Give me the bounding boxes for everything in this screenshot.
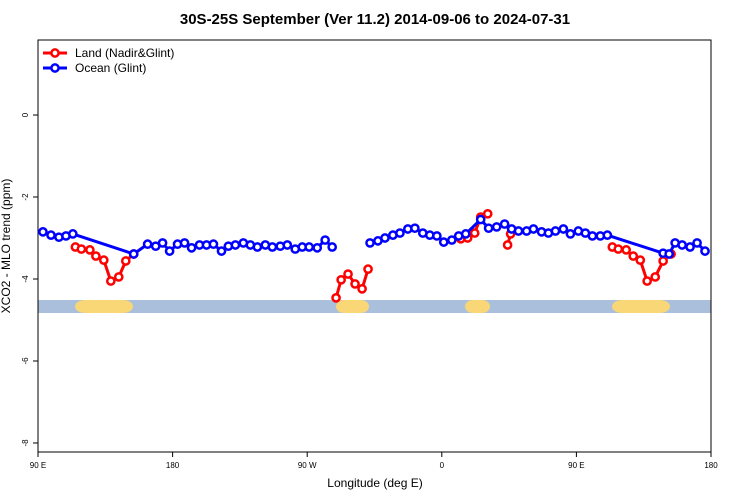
x-tick-label: 180 bbox=[704, 461, 718, 470]
data-point bbox=[499, 219, 510, 229]
ocean-strip bbox=[38, 300, 711, 313]
data-point bbox=[432, 231, 442, 241]
data-point bbox=[304, 242, 314, 252]
data-point bbox=[482, 208, 493, 219]
data-point bbox=[46, 230, 56, 240]
land-strip bbox=[75, 300, 133, 313]
data-point bbox=[142, 239, 153, 250]
data-point bbox=[438, 237, 449, 247]
data-point bbox=[446, 235, 457, 245]
data-point bbox=[157, 238, 168, 248]
data-point bbox=[76, 244, 87, 254]
data-point bbox=[128, 249, 139, 259]
legend-marker bbox=[50, 48, 60, 58]
data-point bbox=[282, 240, 293, 250]
y-tick-label: -8 bbox=[21, 439, 30, 447]
y-tick-label: -4 bbox=[21, 275, 30, 283]
data-point bbox=[331, 293, 341, 303]
x-tick-label: 90 E bbox=[568, 461, 584, 470]
data-point bbox=[336, 274, 346, 285]
x-axis-label: Longitude (deg E) bbox=[327, 476, 422, 490]
data-point bbox=[528, 224, 539, 234]
data-point bbox=[113, 272, 124, 282]
data-point bbox=[642, 276, 652, 286]
data-point bbox=[395, 228, 405, 238]
data-point bbox=[179, 238, 190, 248]
data-point bbox=[460, 229, 471, 239]
data-point bbox=[692, 238, 702, 248]
data-point bbox=[565, 229, 576, 239]
data-point bbox=[621, 245, 632, 255]
data-point bbox=[380, 233, 390, 243]
data-point bbox=[350, 279, 360, 289]
data-point bbox=[186, 242, 197, 253]
data-point bbox=[502, 240, 513, 250]
data-point bbox=[550, 226, 561, 236]
data-point bbox=[664, 249, 674, 259]
data-point bbox=[91, 251, 101, 261]
x-tick-label: 90 E bbox=[30, 461, 46, 470]
data-point bbox=[410, 223, 420, 234]
legend-marker bbox=[50, 63, 60, 73]
data-point bbox=[491, 222, 502, 232]
data-point bbox=[98, 255, 109, 265]
data-point bbox=[357, 283, 367, 294]
data-point bbox=[602, 230, 613, 240]
data-point bbox=[613, 244, 624, 254]
data-point bbox=[513, 226, 524, 236]
data-point bbox=[208, 239, 219, 250]
data-point bbox=[320, 235, 330, 245]
legend-label: Land (Nadir&Glint) bbox=[75, 46, 174, 60]
data-point bbox=[85, 245, 95, 255]
data-point bbox=[120, 256, 131, 266]
land-strip bbox=[336, 300, 369, 313]
data-point bbox=[312, 242, 323, 253]
data-point bbox=[365, 238, 375, 248]
data-point bbox=[677, 240, 687, 250]
data-point bbox=[105, 276, 116, 286]
data-point bbox=[658, 256, 668, 266]
data-point bbox=[483, 223, 494, 234]
y-tick-label: -6 bbox=[21, 357, 30, 365]
surface-strip bbox=[38, 300, 711, 313]
data-point bbox=[475, 214, 486, 225]
data-point bbox=[252, 242, 263, 252]
y-tick-label: -2 bbox=[21, 193, 30, 201]
y-tick-label: 0 bbox=[21, 112, 30, 117]
land-strip bbox=[465, 300, 490, 313]
x-tick-label: 90 W bbox=[298, 461, 317, 470]
chart-title: 30S-25S September (Ver 11.2) 2014-09-06 … bbox=[180, 11, 570, 28]
data-point bbox=[216, 246, 227, 256]
data-point bbox=[230, 240, 241, 250]
data-point bbox=[363, 264, 373, 275]
plot-frame bbox=[37, 39, 712, 453]
y-axis-label: XCO2 - MLO trend (ppm) bbox=[0, 179, 13, 314]
legend-label: Ocean (Glint) bbox=[75, 61, 146, 75]
data-point bbox=[164, 246, 175, 256]
data-point bbox=[628, 251, 639, 261]
data-point bbox=[685, 242, 695, 252]
data-point bbox=[267, 242, 278, 252]
data-point bbox=[327, 242, 338, 252]
x-tick-label: 0 bbox=[440, 461, 445, 470]
data-point bbox=[587, 231, 598, 241]
data-point bbox=[343, 269, 353, 279]
land-strip bbox=[612, 300, 670, 313]
data-point bbox=[38, 227, 48, 237]
data-point bbox=[635, 255, 646, 265]
x-tick-label: 180 bbox=[166, 461, 180, 470]
data-point bbox=[650, 272, 661, 282]
data-point bbox=[469, 228, 480, 238]
data-point bbox=[700, 246, 710, 256]
data-point bbox=[67, 229, 78, 239]
data-point bbox=[558, 224, 569, 234]
